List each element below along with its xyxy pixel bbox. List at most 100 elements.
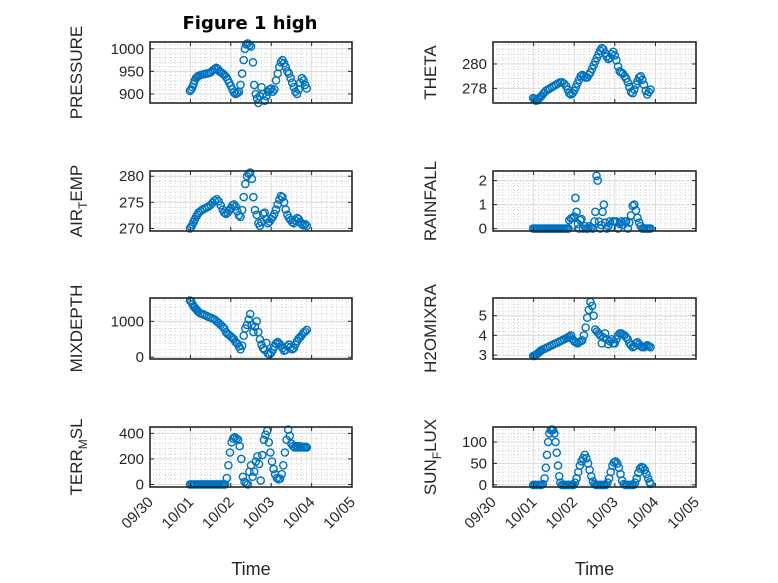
data-point bbox=[576, 215, 585, 225]
y-tick-label: 950 bbox=[119, 63, 144, 80]
data-point bbox=[242, 320, 252, 330]
subplot-1: 900 950 1000 PRESSURE bbox=[67, 26, 353, 119]
data-point bbox=[222, 473, 232, 483]
data-point bbox=[288, 441, 298, 451]
data-point bbox=[270, 209, 279, 219]
data-point bbox=[212, 194, 221, 204]
data-point bbox=[592, 171, 601, 181]
data-point bbox=[275, 474, 285, 484]
data-point bbox=[581, 323, 590, 332]
data-point bbox=[278, 192, 287, 202]
data-point bbox=[632, 474, 642, 483]
data-point bbox=[629, 480, 638, 490]
data-point bbox=[302, 443, 312, 452]
x-tick-label: 10/03 bbox=[583, 494, 622, 533]
data-point bbox=[571, 193, 580, 203]
data-point bbox=[590, 217, 599, 226]
data-point bbox=[565, 88, 574, 98]
data-point bbox=[290, 443, 299, 452]
data-point bbox=[232, 88, 242, 98]
data-point bbox=[297, 219, 307, 229]
data-point bbox=[638, 463, 648, 473]
y-tick-label: 5 bbox=[479, 308, 487, 325]
axes-frame bbox=[492, 41, 697, 104]
subplot-5: 0 1000 MIXDEPTH bbox=[67, 285, 353, 372]
data-point bbox=[262, 338, 271, 348]
x-tick-label: 10/01 bbox=[159, 494, 198, 533]
y-label-subscript: F bbox=[430, 452, 444, 459]
y-label-subscript: M bbox=[76, 439, 90, 449]
data-point bbox=[284, 69, 294, 78]
y-axis-label: RAINFALL bbox=[421, 161, 440, 241]
data-point bbox=[210, 196, 219, 205]
y-tick-label: 1000 bbox=[111, 41, 144, 58]
data-point bbox=[225, 448, 235, 457]
data-point bbox=[237, 69, 247, 78]
data-point bbox=[289, 82, 299, 92]
data-point bbox=[623, 224, 633, 233]
data-point bbox=[600, 329, 610, 338]
x-tick-label: 10/05 bbox=[320, 494, 359, 533]
data-point bbox=[232, 434, 241, 443]
data-point bbox=[552, 448, 562, 458]
y-tick-label: 0 bbox=[136, 476, 144, 493]
data-point bbox=[271, 339, 281, 348]
y-tick-label: 0 bbox=[136, 349, 144, 366]
data-point bbox=[612, 459, 622, 468]
axes-frame bbox=[149, 41, 353, 104]
y-label-part: SUN bbox=[421, 459, 440, 495]
x-tick-label: 10/01 bbox=[502, 494, 541, 533]
data-point bbox=[240, 179, 250, 189]
data-point bbox=[264, 437, 274, 447]
data-point bbox=[553, 461, 563, 470]
data-point bbox=[542, 450, 552, 460]
data-point bbox=[239, 192, 248, 202]
data-point bbox=[610, 338, 620, 348]
data-point bbox=[229, 200, 239, 209]
data-point bbox=[568, 213, 577, 223]
data-point bbox=[257, 450, 267, 460]
data-point bbox=[550, 429, 559, 438]
data-point bbox=[269, 464, 278, 474]
data-point bbox=[253, 452, 262, 461]
x-axis-label: Time bbox=[575, 559, 614, 579]
data-point bbox=[587, 301, 597, 311]
y-tick-label: 200 bbox=[119, 451, 144, 468]
data-point bbox=[259, 435, 269, 445]
data-point bbox=[214, 196, 223, 206]
data-point bbox=[569, 212, 579, 221]
data-point bbox=[216, 201, 225, 210]
data-point bbox=[559, 79, 569, 88]
x-tick-label: 09/30 bbox=[461, 494, 500, 533]
data-point bbox=[297, 73, 307, 83]
data-point bbox=[271, 205, 281, 214]
data-point bbox=[277, 469, 287, 479]
data-point bbox=[248, 58, 258, 67]
y-label-part: TERR bbox=[67, 449, 86, 495]
data-point bbox=[640, 465, 650, 475]
x-axis-label: Time bbox=[231, 559, 270, 579]
data-point bbox=[261, 430, 270, 440]
data-point bbox=[646, 342, 655, 352]
axes-frame bbox=[492, 426, 697, 488]
data-point bbox=[278, 460, 288, 470]
x-tick-label: 10/04 bbox=[624, 494, 663, 533]
data-point bbox=[237, 341, 247, 351]
data-point bbox=[256, 476, 266, 485]
subplot-4: 0 1 2 RAINFALL bbox=[421, 161, 697, 241]
axes-frame bbox=[492, 297, 697, 360]
data-point bbox=[293, 443, 303, 452]
axes-frame bbox=[492, 170, 697, 232]
y-tick-label: 3 bbox=[479, 347, 487, 364]
y-tick-label: 100 bbox=[462, 434, 487, 451]
y-axis-label: THETA bbox=[421, 45, 440, 100]
data-point bbox=[285, 431, 295, 441]
y-label-part: SL bbox=[67, 418, 86, 439]
y-tick-label: 50 bbox=[470, 455, 487, 472]
data-point bbox=[283, 67, 292, 76]
data-point bbox=[249, 327, 258, 337]
data-point bbox=[268, 87, 278, 96]
data-point bbox=[238, 472, 248, 482]
data-point bbox=[630, 85, 639, 94]
subplot-3: 270 275 280 AIRTEMP bbox=[67, 165, 353, 237]
